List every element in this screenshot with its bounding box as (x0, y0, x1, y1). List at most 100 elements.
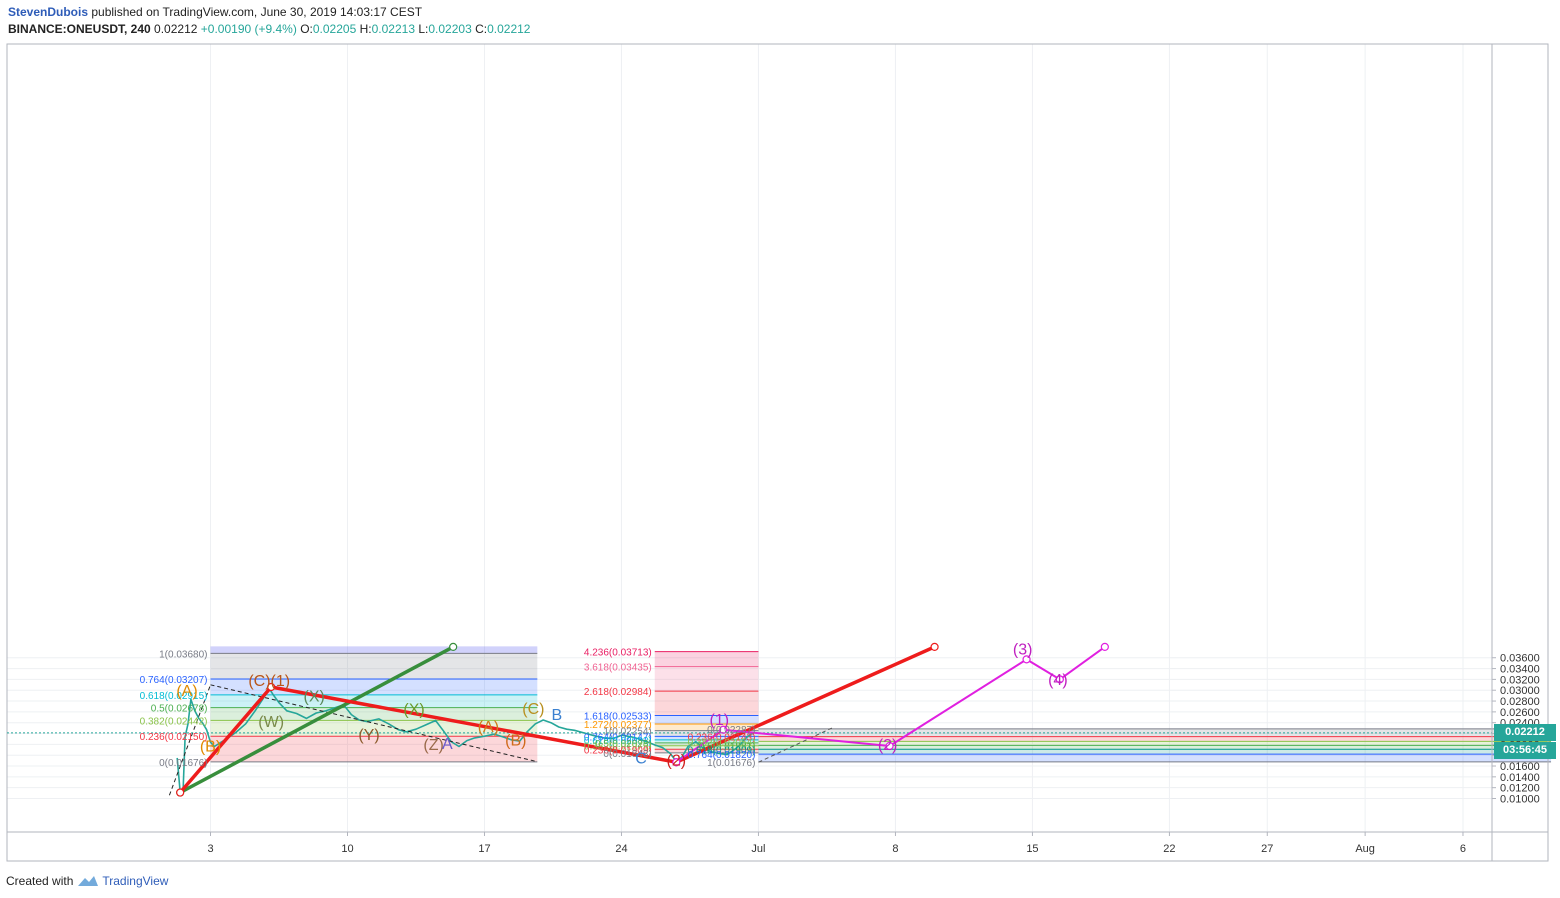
fib-retracement-1-level-label: 0.382(0.02442) (140, 716, 208, 727)
fib-retracement-2-band (758, 728, 1552, 737)
time-tick-label: Jul (751, 843, 765, 855)
red-trend-handle (176, 788, 185, 797)
wave-label: C (635, 750, 647, 767)
fib-extension-band (654, 736, 759, 740)
fib-retracement-2-band (758, 749, 1552, 755)
fib-extension-band (654, 730, 759, 737)
symbol-label: BINANCE:ONEUSDT, 240 (8, 22, 151, 36)
time-tick-label: 8 (892, 843, 898, 855)
open-label: O: (300, 22, 313, 36)
fib-extension-level-label: 3.618(0.03435) (584, 663, 652, 674)
close-value: 0.02212 (487, 22, 531, 36)
wave-label: (A) (176, 683, 197, 700)
close-label: C: (475, 22, 488, 36)
trend-lines[interactable] (176, 642, 1109, 797)
price-change: +0.00190 (+9.4%) (200, 22, 297, 36)
last-price-tag: 0.02212 (1494, 723, 1556, 741)
price-tick-label: 0.03600 (1500, 653, 1540, 665)
green-trend-line (179, 645, 455, 795)
high-value: 0.02213 (371, 22, 415, 36)
red-trend-line (178, 645, 936, 794)
wave-label: (C)(1) (248, 673, 290, 690)
fib-extension-level-label: 0(0.01843) (603, 749, 651, 760)
channel-line-dashed (168, 684, 211, 796)
fib-extension-band (654, 715, 759, 724)
publish-info: published on TradingView.com, June 30, 2… (91, 5, 423, 19)
ohlc-line: BINANCE:ONEUSDT, 240 0.02212 +0.00190 (+… (8, 21, 908, 38)
red-trend-handle (267, 682, 276, 692)
magenta-trend-handle (885, 741, 894, 751)
time-tick-label: 15 (1026, 843, 1038, 855)
magenta-trend-line (675, 646, 1106, 764)
fib-extension-level-label: 0.236(0.01909) (584, 745, 652, 756)
fibonacci-zones (210, 646, 1552, 763)
fib-extension-band (654, 666, 759, 692)
time-axis[interactable]: 3 10 17 24 Jul 8 15 22 27 Aug 6 (7, 831, 1548, 855)
created-with-label: Created with (6, 874, 74, 888)
bar-countdown-tag: 03:56:45 (1494, 741, 1556, 759)
time-tick-label: 17 (478, 843, 490, 855)
publish-line: StevenDubois published on TradingView.co… (8, 4, 908, 21)
fib-extension-level-label: 0.5(0.02028) (595, 739, 652, 750)
price-tick-label: 0.03200 (1500, 674, 1540, 686)
price-tick-label: 0.01200 (1500, 783, 1540, 795)
fib-retracement-1-top-band (210, 646, 538, 654)
plot-frame (6, 43, 1549, 862)
time-tick-label: 22 (1163, 843, 1175, 855)
time-tick-label: 24 (615, 843, 627, 855)
time-tick-label: 3 (207, 843, 213, 855)
wave-label: B (552, 707, 563, 724)
fib-extension-level-label: 1.272(0.02377) (584, 720, 652, 731)
wave-label: (B) (505, 732, 526, 749)
wave-label: (C) (522, 701, 544, 718)
wave-label: (W) (258, 714, 284, 731)
fib-retracement-2-band (758, 745, 1552, 750)
magenta-trend-handle (672, 758, 681, 767)
wave-label: (Y) (358, 727, 379, 744)
time-tick-label: 10 (341, 843, 353, 855)
time-tick-label: 27 (1261, 843, 1273, 855)
fib-extension-level-label: 4.236(0.03713) (584, 648, 652, 659)
fib-extension-band (654, 691, 759, 716)
price-tick-label: 0.01000 (1500, 794, 1540, 806)
fib-extension-level-label: 2.618(0.02984) (584, 687, 652, 698)
low-value: 0.02203 (428, 22, 472, 36)
wave-label: (X) (304, 689, 325, 706)
tradingview-link[interactable]: TradingView (77, 874, 168, 888)
fib-extension-band (654, 749, 759, 753)
fib-retracement-1-level-label: 0.236(0.02150) (140, 732, 208, 743)
fib-retracement-1-level-label: 1(0.03680) (159, 649, 207, 660)
magenta-trend-handle (1100, 642, 1109, 652)
time-tick-label: Aug (1355, 843, 1375, 855)
price-tick-label: 0.02600 (1500, 707, 1540, 719)
wave-labels: (C)(1) (A) (B) (X) (W) (X) (Y) (Z)A (A) (B) (C) B C (… (176, 641, 1067, 769)
fib-extension-level-label: 0.764(0.02147) (584, 732, 652, 743)
price-tick-label: 0.03000 (1500, 685, 1540, 697)
fib-retracement-1-level-label: 0.618(0.02915) (140, 691, 208, 702)
fib-retracement-2-level-label: 0.764(0.01820) (688, 750, 756, 761)
green-trend-handle (449, 642, 458, 652)
wave-label: (Z) (423, 737, 443, 754)
fib-retracement-2-level-label: 0.236(0.02143) (688, 733, 756, 744)
tradingview-brand: TradingView (102, 874, 169, 888)
magenta-trend-handle (1055, 675, 1064, 684)
price-tick-label: 0.01400 (1500, 772, 1540, 784)
fib-retracement-2-band (758, 736, 1552, 742)
magenta-trend-handle (719, 725, 728, 734)
fib-extension-band (654, 742, 759, 746)
fib-retracement-1-level-label: 0.764(0.03207) (140, 675, 208, 686)
open-value: 0.02205 (312, 22, 357, 36)
fib-retracement-1-band (210, 653, 538, 680)
fibonacci-labels: 1(0.03680) 0.764(0.03207) 0.618(0.02915) 0.… (140, 648, 756, 769)
fib-extension-band (654, 723, 759, 731)
fib-extension-level-label: 0.618(0.02082) (584, 736, 652, 747)
wave-label: (B) (200, 738, 221, 755)
fib-extension-level-label: 0.382(0.01975) (584, 742, 652, 753)
red-trend-handle (930, 642, 939, 652)
chart-header: StevenDubois published on TradingView.co… (8, 4, 908, 40)
author-name[interactable]: StevenDubois (8, 5, 89, 19)
fib-retracement-2-level-label: 1(0.01676) (707, 758, 755, 769)
fib-retracement-2-level-label: 0.5(0.01981) (699, 741, 756, 752)
wave-label: A (442, 736, 453, 753)
